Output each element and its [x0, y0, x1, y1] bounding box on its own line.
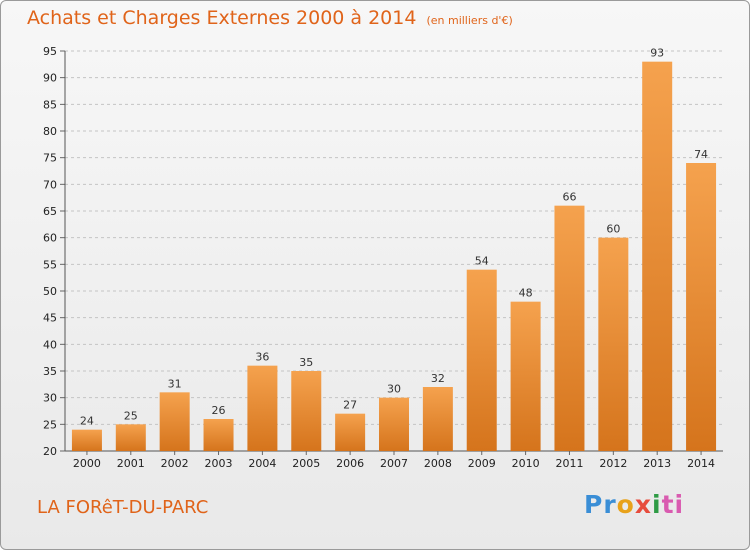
bar [686, 163, 717, 451]
y-tick-label: 45 [43, 312, 57, 325]
bar-value-label: 31 [168, 377, 182, 390]
y-tick-label: 55 [43, 258, 57, 271]
x-tick-label: 2007 [380, 457, 408, 470]
x-tick-label: 2008 [424, 457, 452, 470]
x-tick-label: 2013 [643, 457, 671, 470]
y-tick-label: 90 [43, 72, 57, 85]
bar [335, 413, 366, 451]
x-tick-label: 2012 [599, 457, 627, 470]
bar-value-label: 35 [299, 356, 313, 369]
logo-part: ti [661, 490, 685, 519]
value-labels: 24 25 31 26 36 35 27 30 32 54 48 66 60 93 74 [80, 47, 708, 428]
x-tick-label: 2004 [248, 457, 276, 470]
y-tick-label: 75 [43, 152, 57, 165]
logo-part: x [634, 490, 652, 519]
x-tick-label: 2006 [336, 457, 364, 470]
bars [71, 61, 717, 452]
y-tick-label: 35 [43, 365, 57, 378]
bar-value-label: 60 [606, 223, 620, 236]
proxiti-logo: Proxiti [584, 490, 684, 519]
bar [115, 424, 146, 451]
y-tick-label: 60 [43, 232, 57, 245]
x-tick-label: 2010 [512, 457, 540, 470]
bar [466, 269, 497, 451]
bar [379, 397, 409, 451]
bar [159, 392, 190, 451]
x-tick-label: 2005 [292, 457, 320, 470]
bar-value-label: 26 [212, 404, 226, 417]
y-tick-label: 95 [43, 45, 57, 58]
y-tick-label: 70 [43, 178, 57, 191]
y-tick-label: 80 [43, 125, 57, 138]
bar [203, 419, 234, 451]
bar-value-label: 30 [387, 383, 401, 396]
bar-value-label: 32 [431, 372, 445, 385]
chart-title: Achats et Charges Externes 2000 à 2014 (e… [27, 7, 513, 29]
bar [291, 371, 322, 451]
logo-part: i [651, 490, 662, 519]
y-tick-label: 65 [43, 205, 57, 218]
bar [422, 387, 453, 451]
x-tick-label: 2009 [468, 457, 496, 470]
x-tick-label: 2002 [161, 457, 189, 470]
x-tick-labels: 2000 2001 2002 2003 2004 2005 2006 2007 2008 2009… [73, 457, 715, 470]
y-tick-labels: 20 25 30 35 40 45 50 55 60 65 70 75 80 85 90 95 [43, 45, 57, 458]
logo-part: Pr [584, 490, 617, 519]
bar [510, 301, 541, 451]
title-text: Achats et Charges Externes 2000 à 2014 [27, 7, 417, 29]
x-tick-label: 2011 [555, 457, 583, 470]
bar-value-label: 24 [80, 415, 94, 428]
bar-value-label: 27 [343, 399, 357, 412]
y-tick-label: 25 [43, 418, 57, 431]
title-unit: (en milliers d'€) [426, 14, 513, 27]
bar-value-label: 48 [519, 287, 533, 300]
bar [642, 61, 673, 452]
y-tick-label: 85 [43, 98, 57, 111]
bar-value-label: 66 [562, 191, 576, 204]
place-name: LA FORêT-DU-PARC [37, 497, 209, 518]
y-tick-label: 20 [43, 445, 57, 458]
bar-value-label: 36 [255, 351, 269, 364]
bar-value-label: 93 [650, 47, 664, 60]
bar [71, 429, 102, 451]
x-tick-label: 2003 [205, 457, 233, 470]
logo-part: o [616, 490, 635, 519]
x-tick-label: 2000 [73, 457, 101, 470]
bar-value-label: 54 [475, 255, 489, 268]
bar [554, 205, 585, 451]
x-tick-label: 2014 [687, 457, 715, 470]
bar [598, 237, 629, 451]
bar-value-label: 25 [124, 409, 138, 422]
y-tick-label: 50 [43, 285, 57, 298]
y-tick-label: 40 [43, 338, 57, 351]
x-tick-label: 2001 [117, 457, 145, 470]
bar-value-label: 74 [694, 148, 708, 161]
bar [247, 365, 278, 451]
y-tick-label: 30 [43, 392, 57, 405]
